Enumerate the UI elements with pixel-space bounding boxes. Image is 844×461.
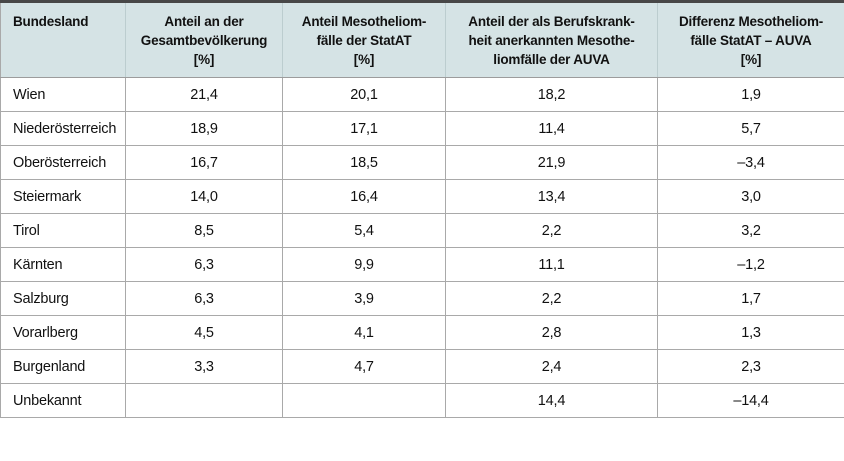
cell-value: 2,2 xyxy=(445,281,658,316)
table-container: Bundesland Anteil an der Gesamtbevölkeru… xyxy=(0,0,844,418)
cell-value: 3,3 xyxy=(125,349,283,384)
table-row-tirol: Tirol 8,5 5,4 2,2 3,2 xyxy=(0,213,844,248)
cell-value: 11,1 xyxy=(445,247,658,282)
cell-value: 21,9 xyxy=(445,145,658,180)
cell-value: 3,2 xyxy=(657,213,844,248)
cell-value: 1,3 xyxy=(657,315,844,350)
cell-value: 2,2 xyxy=(445,213,658,248)
cell-value: 11,4 xyxy=(445,111,658,146)
cell-value: 1,7 xyxy=(657,281,844,316)
cell-value: 4,1 xyxy=(282,315,446,350)
column-header-anteil-statat: Anteil Mesotheliom- fälle der StatAT [%] xyxy=(282,0,446,78)
row-label: Niederösterreich xyxy=(0,111,126,146)
bundesland-mesotheliom-table: Bundesland Anteil an der Gesamtbevölkeru… xyxy=(0,0,844,418)
cell-value: 2,8 xyxy=(445,315,658,350)
table-row-salzburg: Salzburg 6,3 3,9 2,2 1,7 xyxy=(0,281,844,316)
table-header: Bundesland Anteil an der Gesamtbevölkeru… xyxy=(0,0,844,78)
cell-value: 17,1 xyxy=(282,111,446,146)
table-row-unbekannt: Unbekannt 14,4 –14,4 xyxy=(0,383,844,418)
cell-value: 18,5 xyxy=(282,145,446,180)
cell-value: 18,2 xyxy=(445,77,658,112)
row-label: Unbekannt xyxy=(0,383,126,418)
table-row-niederoesterreich: Niederösterreich 18,9 17,1 11,4 5,7 xyxy=(0,111,844,146)
cell-value: 1,9 xyxy=(657,77,844,112)
cell-value: 9,9 xyxy=(282,247,446,282)
row-label: Steiermark xyxy=(0,179,126,214)
row-label: Vorarlberg xyxy=(0,315,126,350)
cell-value: 14,4 xyxy=(445,383,658,418)
cell-value: 16,4 xyxy=(282,179,446,214)
cell-value: –14,4 xyxy=(657,383,844,418)
table-row-vorarlberg: Vorarlberg 4,5 4,1 2,8 1,3 xyxy=(0,315,844,350)
cell-value: 6,3 xyxy=(125,247,283,282)
cell-value: 5,4 xyxy=(282,213,446,248)
cell-value: 2,4 xyxy=(445,349,658,384)
row-label: Oberösterreich xyxy=(0,145,126,180)
cell-value: –1,2 xyxy=(657,247,844,282)
cell-value: 13,4 xyxy=(445,179,658,214)
cell-value: 16,7 xyxy=(125,145,283,180)
row-label: Wien xyxy=(0,77,126,112)
row-label: Tirol xyxy=(0,213,126,248)
header-row: Bundesland Anteil an der Gesamtbevölkeru… xyxy=(0,0,844,78)
row-label: Burgenland xyxy=(0,349,126,384)
cell-value xyxy=(125,383,283,418)
table-body: Wien 21,4 20,1 18,2 1,9 Niederösterreich… xyxy=(0,77,844,418)
table-row-steiermark: Steiermark 14,0 16,4 13,4 3,0 xyxy=(0,179,844,214)
cell-value: 21,4 xyxy=(125,77,283,112)
cell-value: –3,4 xyxy=(657,145,844,180)
column-header-bundesland: Bundesland xyxy=(0,0,126,78)
cell-value: 5,7 xyxy=(657,111,844,146)
table-row-kaernten: Kärnten 6,3 9,9 11,1 –1,2 xyxy=(0,247,844,282)
cell-value: 8,5 xyxy=(125,213,283,248)
column-header-anteil-gesamtbevoelkerung: Anteil an der Gesamtbevölkerung [%] xyxy=(125,0,283,78)
table-row-wien: Wien 21,4 20,1 18,2 1,9 xyxy=(0,77,844,112)
row-label: Kärnten xyxy=(0,247,126,282)
cell-value: 3,9 xyxy=(282,281,446,316)
cell-value: 20,1 xyxy=(282,77,446,112)
cell-value: 18,9 xyxy=(125,111,283,146)
table-row-burgenland: Burgenland 3,3 4,7 2,4 2,3 xyxy=(0,349,844,384)
column-header-anteil-auva: Anteil der als Berufskrank- heit anerkan… xyxy=(445,0,658,78)
cell-value: 4,5 xyxy=(125,315,283,350)
table-row-oberoesterreich: Oberösterreich 16,7 18,5 21,9 –3,4 xyxy=(0,145,844,180)
cell-value: 2,3 xyxy=(657,349,844,384)
cell-value: 4,7 xyxy=(282,349,446,384)
cell-value: 14,0 xyxy=(125,179,283,214)
cell-value: 3,0 xyxy=(657,179,844,214)
cell-value: 6,3 xyxy=(125,281,283,316)
row-label: Salzburg xyxy=(0,281,126,316)
column-header-differenz: Differenz Mesotheliom- fälle StatAT – AU… xyxy=(657,0,844,78)
cell-value xyxy=(282,383,446,418)
